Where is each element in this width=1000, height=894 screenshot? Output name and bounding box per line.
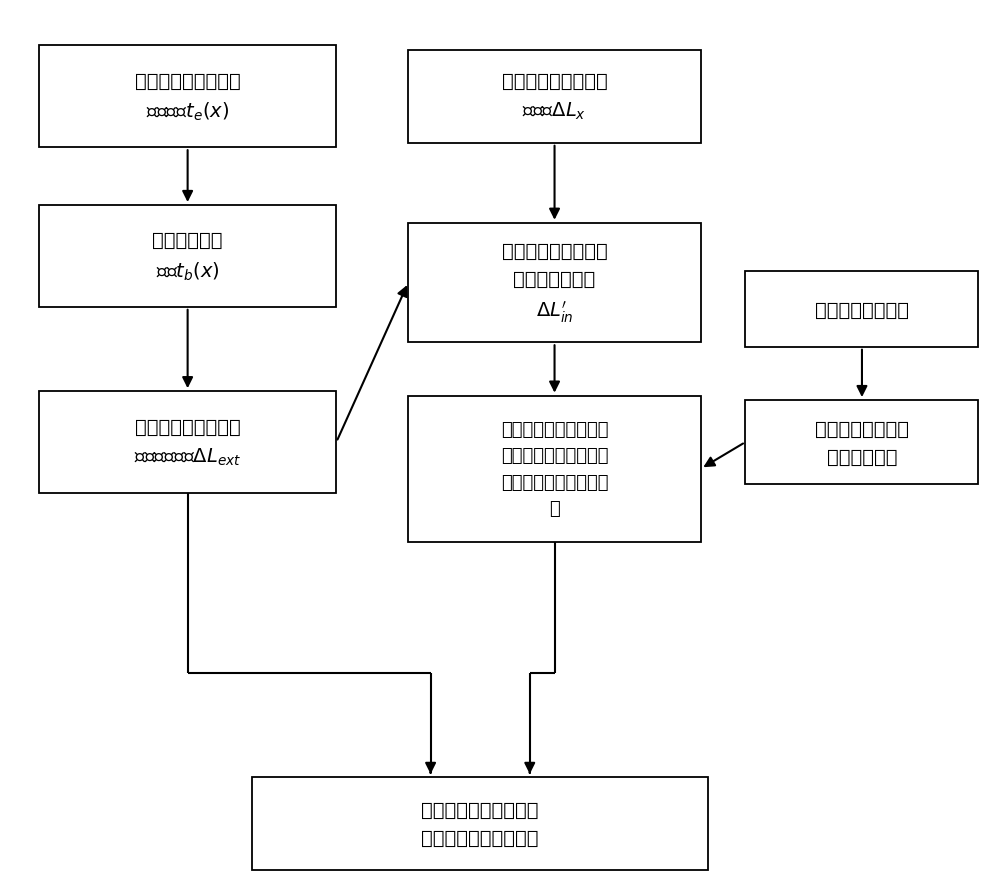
Text: 预测内、外部热源引起
的机床综合热变形误差: 预测内、外部热源引起 的机床综合热变形误差 [421, 800, 539, 847]
FancyBboxPatch shape [39, 46, 336, 148]
Text: 采用最小二乘回归法拟
合得到机床内部热源引
起的热变形误差预测公
式: 采用最小二乘回归法拟 合得到机床内部热源引 起的热变形误差预测公 式 [501, 420, 608, 518]
FancyBboxPatch shape [745, 272, 978, 348]
Text: 计算机床内部热源引
起的热变形误差
$\Delta L_{in}'$: 计算机床内部热源引 起的热变形误差 $\Delta L_{in}'$ [502, 241, 607, 325]
Text: 确定机床表面
温度$t_b(x)$: 确定机床表面 温度$t_b(x)$ [152, 231, 223, 283]
FancyBboxPatch shape [408, 51, 701, 144]
FancyBboxPatch shape [408, 396, 701, 542]
FancyBboxPatch shape [745, 401, 978, 485]
Text: 实时预测机床所处的
环境温度$t_e(x)$: 实时预测机床所处的 环境温度$t_e(x)$ [135, 72, 240, 122]
Text: 预测外部热源引起的
机床热变形量$\Delta L_{ext}$: 预测外部热源引起的 机床热变形量$\Delta L_{ext}$ [134, 417, 241, 468]
FancyBboxPatch shape [39, 392, 336, 493]
Text: 测量机床本体温度: 测量机床本体温度 [815, 300, 909, 319]
FancyBboxPatch shape [39, 206, 336, 308]
Text: 布点分组、优化，
确定最优布点: 布点分组、优化， 确定最优布点 [815, 419, 909, 466]
FancyBboxPatch shape [408, 224, 701, 343]
FancyBboxPatch shape [252, 777, 708, 870]
Text: 测量机床的综合热变
形误差$\Delta L_x$: 测量机床的综合热变 形误差$\Delta L_x$ [502, 72, 607, 122]
